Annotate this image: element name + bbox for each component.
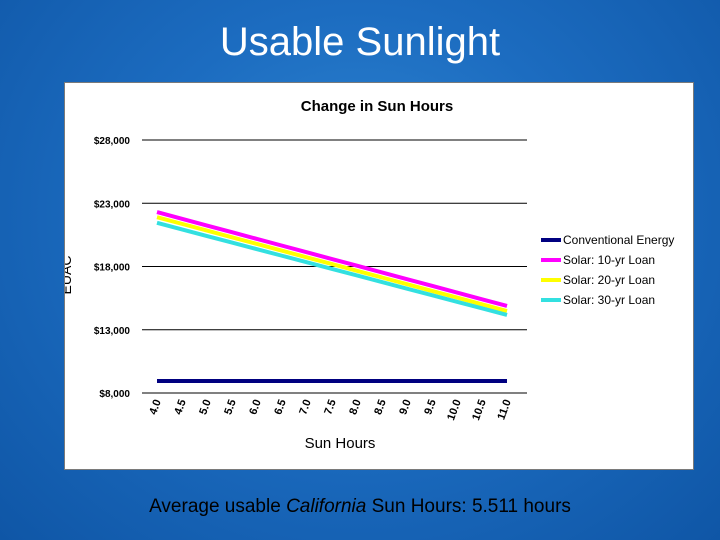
y-axis-label: EUAC — [65, 256, 74, 295]
x-tick-label: 5.5 — [222, 398, 239, 416]
x-tick-label: 7.5 — [322, 398, 339, 416]
y-axis-ticks: $8,000 $13,000 $18,000 $23,000 $28,000 — [94, 136, 131, 400]
x-tick-label: 10.0 — [445, 398, 464, 422]
x-tick-label: 9.5 — [422, 398, 439, 416]
x-tick-label: 7.0 — [297, 398, 314, 416]
legend-label: Conventional Energy — [563, 233, 674, 247]
series-line — [156, 215, 508, 313]
x-tick-label: 8.0 — [347, 398, 364, 416]
y-tick-label: $23,000 — [94, 199, 131, 210]
series-lines — [156, 210, 508, 383]
x-tick-label: 4.5 — [172, 398, 189, 416]
x-tick-label: 4.0 — [147, 398, 164, 416]
y-tick-label: $18,000 — [94, 263, 131, 274]
series-line — [156, 210, 508, 308]
footer-state: California — [286, 496, 367, 517]
footer-suffix: Sun Hours: 5.511 hours — [366, 496, 571, 517]
y-tick-label: $28,000 — [94, 136, 131, 147]
chart-panel: Change in Sun Hours $8,000 $13,000 $18,000… — [64, 82, 694, 470]
x-tick-label: 6.0 — [247, 398, 264, 416]
legend-label: Solar: 30-yr Loan — [563, 293, 655, 307]
x-tick-label: 5.0 — [197, 398, 214, 416]
footer-prefix: Average usable — [149, 496, 287, 517]
line-chart: Change in Sun Hours $8,000 $13,000 $18,000… — [65, 98, 674, 452]
x-tick-label: 9.0 — [397, 398, 414, 416]
x-axis-ticks: 4.0 4.5 5.0 5.5 6.0 6.5 7.0 7.5 8.0 8.5 9.0 9.5 10.0… — [147, 398, 514, 422]
x-tick-label: 8.5 — [372, 398, 389, 416]
chart-title: Change in Sun Hours — [301, 98, 454, 115]
y-tick-label: $8,000 — [99, 389, 130, 400]
slide-title: Usable Sunlight — [219, 20, 501, 64]
series-line — [156, 220, 508, 317]
legend: Conventional Energy Solar: 10-yr Loan Sola… — [541, 233, 674, 307]
x-tick-label: 6.5 — [272, 398, 289, 416]
x-axis-label: Sun Hours — [305, 435, 376, 452]
x-tick-label: 10.5 — [470, 398, 489, 422]
footer-caption: Average usable California Sun Hours: 5.5… — [0, 496, 720, 518]
x-tick-label: 11.0 — [495, 398, 513, 422]
y-tick-label: $13,000 — [94, 326, 131, 337]
legend-label: Solar: 20-yr Loan — [563, 273, 655, 287]
legend-label: Solar: 10-yr Loan — [563, 253, 655, 267]
